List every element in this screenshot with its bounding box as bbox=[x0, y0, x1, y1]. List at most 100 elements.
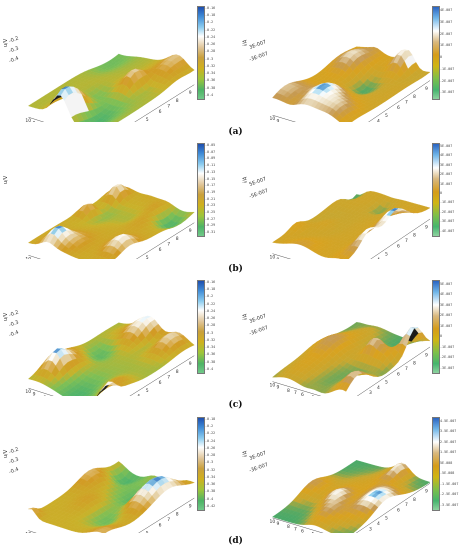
colorbar-tick-label: -0.07 bbox=[205, 149, 216, 154]
colorbar-tick-label: -0.32 bbox=[205, 63, 216, 68]
surface-svg: 1234567891012345678910 bbox=[25, 184, 195, 259]
y-tick-label: 9 bbox=[425, 352, 428, 358]
colorbar-tick-label: -0.19 bbox=[205, 189, 216, 194]
colorbar-tick-label: 1.5E-007 bbox=[440, 450, 457, 455]
x-tick-label: 9 bbox=[33, 120, 36, 122]
colorbar-tick-label: -1E-007 bbox=[440, 66, 455, 71]
colorbar-tick-label: 0 bbox=[440, 55, 443, 59]
colorbar-ticks: 4.5E-007 3.5E-007 2.5E-007 1.5E-007 5E-008 -5… bbox=[440, 416, 471, 512]
colorbar-ticks: -0.05 -0.07 -0.09 -0.11 -0.13 -0.15 -0.17 -0.19… bbox=[205, 142, 235, 238]
colorbar-tick-label: -0.22 bbox=[205, 27, 216, 32]
colorbar-tick-label: 3E-007 bbox=[440, 302, 453, 307]
colorbar-tick-label: 4.5E-007 bbox=[440, 419, 457, 423]
colorbar-tick-label: -3.5E-007 bbox=[440, 502, 459, 507]
colorbar-tick-label: -1.5E-007 bbox=[440, 481, 459, 486]
x-tick-label: 9 bbox=[277, 521, 280, 527]
subfigure-caption: (c) bbox=[228, 400, 243, 410]
y-tick-label: 9 bbox=[425, 86, 428, 92]
colorbar-tick-label: 5E-007 bbox=[440, 282, 453, 286]
y-tick-label: 5 bbox=[385, 516, 388, 522]
colorbar bbox=[432, 143, 440, 237]
y-tick-label: 4 bbox=[377, 118, 380, 122]
colorbar-ticks: 4E-007 3E-007 2E-007 1E-007 0 -1E-007 -2E-007 -… bbox=[440, 5, 471, 101]
colorbar-tick-label: -0.21 bbox=[205, 196, 216, 201]
y-tick-label: 8 bbox=[413, 497, 416, 503]
colorbar-tick-label: -0.28 bbox=[205, 323, 216, 328]
colorbar-tick-label: -1E-007 bbox=[440, 344, 455, 349]
z-axis-label: i/A bbox=[242, 450, 249, 458]
y-tick-label: 9 bbox=[189, 90, 192, 96]
y-tick-label: 6 bbox=[397, 508, 400, 514]
y-tick-label: 7 bbox=[167, 242, 170, 248]
colorbar-tick-label: 5E-007 bbox=[440, 144, 453, 148]
y-tick-label: 7 bbox=[405, 366, 408, 372]
z-axis-label: i/A bbox=[242, 39, 249, 47]
x-tick-label: 8 bbox=[287, 524, 290, 530]
subfigure-caption: (b) bbox=[228, 264, 243, 274]
colorbar-tick-label: -0.28 bbox=[205, 49, 216, 54]
colorbar-tick-label: 1E-007 bbox=[440, 181, 453, 186]
colorbar-tick-label: 3E-007 bbox=[440, 19, 453, 24]
colorbar-tick-label: -4E-007 bbox=[440, 228, 455, 233]
colorbar-ticks: -0.18 -0.2 -0.22 -0.24 -0.26 -0.28 -0.3 -0.32 -0… bbox=[205, 416, 235, 512]
colorbar-tick-label: 2E-007 bbox=[440, 313, 453, 318]
colorbar-ticks: -0.16 -0.18 -0.2 -0.22 -0.24 -0.26 -0.28 -0.3 -0… bbox=[205, 279, 235, 375]
colorbar-tick-label: -0.38 bbox=[205, 85, 216, 90]
subfigure-caption: (d) bbox=[228, 536, 243, 546]
surface-svg: 1234567891012345678910 bbox=[270, 322, 431, 396]
colorbar-tick-label: -0.24 bbox=[205, 34, 216, 39]
y-tick-label: 8 bbox=[176, 236, 179, 242]
colorbar-tick-label: -0.2 bbox=[205, 424, 214, 429]
colorbar bbox=[432, 417, 440, 511]
colorbar-tick-label: 3.5E-007 bbox=[440, 429, 457, 434]
x-tick-label: 8 bbox=[287, 121, 290, 122]
colorbar-tick-label: -0.18 bbox=[205, 13, 216, 18]
y-tick-label: 6 bbox=[159, 247, 162, 253]
colorbar-tick-label: -0.26 bbox=[205, 316, 216, 321]
y-tick-label: 4 bbox=[137, 393, 140, 396]
x-tick-label: 9 bbox=[277, 385, 280, 391]
colorbar-ticks: -0.16 -0.18 -0.2 -0.22 -0.24 -0.26 -0.28 -0.3 -0… bbox=[205, 5, 235, 101]
y-tick-label: 7 bbox=[405, 238, 408, 244]
surface-svg: 1234567891012345678910 bbox=[25, 53, 195, 122]
colorbar-ticks: 5E-007 4E-007 3E-007 2E-007 1E-007 0 -1E-007 -2… bbox=[440, 279, 471, 375]
colorbar-tick-label: -0.4 bbox=[205, 366, 214, 371]
colorbar bbox=[197, 417, 205, 511]
colorbar-tick-label: -0.05 bbox=[205, 143, 216, 147]
y-tick-label: 6 bbox=[397, 243, 400, 249]
y-tick-label: 9 bbox=[425, 489, 428, 495]
z-axis-label: u/V bbox=[3, 175, 10, 185]
colorbar-tick-label: -2.5E-007 bbox=[440, 492, 459, 497]
x-tick-label: 9 bbox=[277, 257, 280, 259]
colorbar-tick-label: -0.34 bbox=[205, 71, 216, 76]
figure-row: 1234567891012345678910u/V-0.2-0.3-0.4-0.… bbox=[0, 274, 471, 411]
y-tick-label: 4 bbox=[377, 385, 380, 391]
colorbar-tick-label: -0.22 bbox=[205, 431, 216, 436]
x-tick-label: 10 bbox=[270, 383, 276, 389]
x-tick-label: 10 bbox=[270, 116, 276, 122]
y-tick-label: 7 bbox=[167, 104, 170, 110]
y-tick-label: 9 bbox=[189, 361, 192, 367]
potential-surface-plot: 1234567891012345678910u/V-0.2-0.3-0.4-0.… bbox=[0, 0, 235, 122]
current-surface-plot: 1234567891012345678910i/A5E-007-5E-0075E… bbox=[236, 137, 471, 259]
y-tick-label: 7 bbox=[405, 502, 408, 508]
y-tick-label: 3 bbox=[369, 390, 372, 396]
colorbar-tick-label: 1E-007 bbox=[440, 43, 453, 48]
x-tick-label: 10 bbox=[25, 532, 31, 533]
colorbar-tick-label: -0.3 bbox=[205, 330, 214, 335]
colorbar-tick-label: -0.24 bbox=[205, 438, 216, 443]
x-tick-label: 10 bbox=[270, 519, 276, 525]
colorbar-tick-label: -2E-007 bbox=[440, 355, 455, 360]
y-tick-label: 5 bbox=[146, 117, 149, 122]
surface-svg: 1234567891012345678910 bbox=[270, 46, 431, 122]
y-tick-label: 6 bbox=[159, 380, 162, 386]
surface-svg: 1234567891012345678910 bbox=[270, 460, 431, 533]
colorbar-tick-label: -0.18 bbox=[205, 417, 216, 421]
current-surface-plot: 1234567891012345678910i/A3E-007-3E-0074.… bbox=[236, 411, 471, 533]
surface-svg: 1234567891012345678910 bbox=[270, 191, 431, 259]
y-tick-label: 6 bbox=[159, 109, 162, 115]
colorbar-tick-label: -0.34 bbox=[205, 474, 216, 479]
colorbar-tick-label: -0.27 bbox=[205, 216, 216, 221]
current-surface-plot: 1234567891012345678910i/A3E-007-3E-0074E… bbox=[236, 0, 471, 122]
x-tick-label: 7 bbox=[294, 526, 297, 532]
